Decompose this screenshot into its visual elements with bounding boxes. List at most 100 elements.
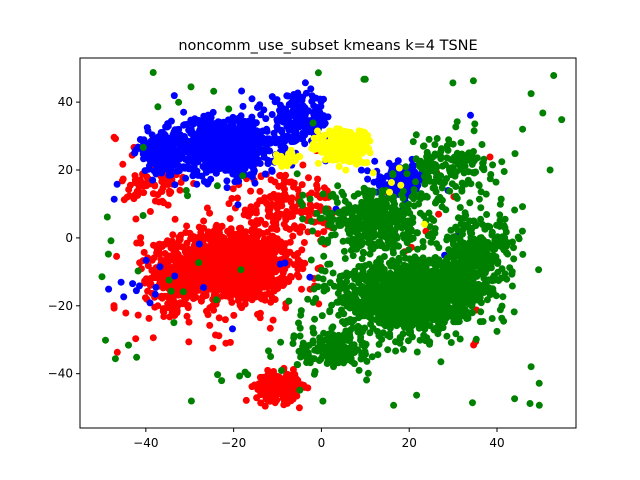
scatter-point	[264, 366, 272, 374]
scatter-point	[110, 195, 118, 203]
scatter-point	[346, 316, 354, 323]
scatter-point	[344, 237, 352, 245]
scatter-point	[143, 124, 151, 132]
scatter-point	[290, 138, 298, 145]
scatter-point	[290, 123, 298, 131]
scatter-point	[192, 169, 200, 177]
scatter-point	[282, 384, 290, 392]
scatter-point	[166, 141, 174, 149]
scatter-point	[166, 313, 174, 321]
scatter-point	[174, 262, 182, 270]
scatter-point	[306, 195, 314, 203]
scatter-point	[155, 247, 163, 255]
scatter-point	[156, 162, 164, 170]
scatter-point	[427, 238, 435, 246]
scatter-point	[196, 277, 204, 285]
scatter-point	[117, 278, 125, 286]
scatter-point	[271, 192, 279, 200]
scatter-point	[312, 295, 320, 302]
scatter-point	[424, 306, 432, 314]
scatter-point	[424, 279, 432, 287]
scatter-point	[204, 277, 212, 285]
scatter-point	[373, 242, 381, 250]
scatter-point	[386, 269, 394, 277]
scatter-point	[319, 190, 327, 198]
scatter-point	[189, 120, 197, 128]
scatter-point	[151, 290, 159, 298]
scatter-point	[140, 189, 148, 197]
scatter-point	[288, 98, 296, 106]
scatter-point	[284, 132, 292, 140]
scatter-point	[493, 327, 501, 335]
scatter-point	[240, 159, 248, 167]
scatter-point	[225, 282, 233, 290]
scatter-point	[350, 192, 358, 200]
scatter-point	[161, 240, 169, 248]
scatter-point	[167, 188, 175, 196]
scatter-point	[437, 358, 445, 366]
scatter-point	[269, 259, 277, 267]
scatter-point	[408, 289, 416, 297]
scatter-point	[329, 269, 337, 277]
scatter-point	[314, 283, 322, 291]
scatter-point	[311, 315, 319, 323]
scatter-point	[414, 229, 421, 237]
scatter-point	[314, 175, 322, 183]
scatter-point	[318, 312, 326, 320]
scatter-point	[313, 191, 321, 199]
scatter-point	[196, 135, 204, 143]
scatter-point	[349, 252, 357, 260]
scatter-point	[136, 259, 144, 267]
scatter-point	[347, 246, 355, 254]
scatter-point	[168, 237, 176, 245]
scatter-point	[285, 297, 293, 305]
scatter-point	[393, 214, 401, 222]
scatter-point	[146, 146, 154, 154]
scatter-point	[302, 89, 310, 97]
scatter-point	[244, 282, 252, 290]
scatter-point	[268, 253, 276, 261]
scatter-point	[194, 116, 202, 124]
scatter-point	[444, 310, 452, 318]
scatter-point	[345, 226, 352, 234]
scatter-point	[377, 229, 385, 237]
scatter-point	[388, 204, 396, 212]
scatter-point	[261, 170, 269, 178]
scatter-point	[301, 79, 309, 87]
scatter-point	[423, 334, 431, 342]
scatter-point	[226, 215, 234, 223]
scatter-point	[414, 311, 422, 319]
scatter-point	[223, 184, 231, 192]
scatter-point	[361, 305, 369, 313]
scatter-point	[399, 216, 407, 224]
scatter-point	[152, 283, 160, 291]
scatter-point	[287, 397, 295, 405]
scatter-point	[370, 231, 378, 239]
scatter-point	[238, 142, 245, 150]
scatter-point	[132, 335, 140, 343]
scatter-point	[201, 264, 209, 272]
scatter-point	[195, 223, 203, 231]
scatter-point	[385, 159, 393, 167]
scatter-point	[400, 210, 408, 218]
scatter-point	[118, 177, 126, 185]
scatter-point	[343, 284, 351, 292]
scatter-point	[503, 275, 511, 283]
scatter-point	[375, 202, 383, 210]
scatter-point	[373, 260, 381, 268]
scatter-point	[205, 228, 213, 236]
scatter-point	[146, 299, 154, 307]
scatter-point	[200, 284, 207, 291]
scatter-point	[228, 248, 236, 256]
scatter-point	[486, 153, 494, 161]
scatter-point	[380, 296, 388, 304]
scatter-point	[181, 256, 188, 264]
scatter-point	[301, 259, 309, 267]
scatter-point	[233, 130, 241, 138]
scatter-point	[340, 247, 348, 255]
scatter-point	[317, 98, 325, 106]
scatter-point	[190, 233, 198, 241]
points-layer	[98, 69, 566, 412]
scatter-point	[231, 279, 239, 286]
scatter-point	[183, 222, 191, 230]
